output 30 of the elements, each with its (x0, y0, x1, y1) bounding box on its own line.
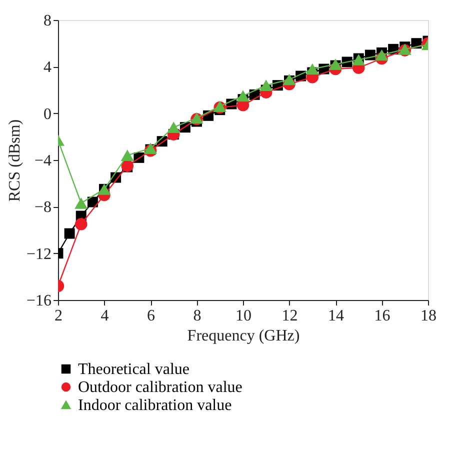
point (167, 122, 180, 133)
point (375, 49, 388, 61)
y-tick-label: 8 (44, 12, 52, 30)
point (75, 218, 88, 230)
x-tick-label: 12 (282, 308, 298, 324)
y-tick-label: −16 (26, 292, 52, 310)
legend-label: Indoor calibration value (78, 397, 232, 414)
legend-label: Outdoor calibration value (78, 379, 242, 396)
point (74, 198, 88, 209)
point (306, 63, 319, 75)
y-axis-title: RCS (dBsm) (6, 119, 24, 202)
y-tick-label: −8 (34, 199, 52, 216)
x-tick-label: 10 (236, 308, 252, 324)
x-tick-label: 16 (374, 308, 390, 324)
y-tick-label: −12 (26, 246, 52, 263)
x-tick-label: 2 (54, 308, 62, 324)
point (64, 228, 75, 239)
point (260, 80, 273, 91)
point (120, 150, 134, 161)
y-tick-label: −4 (34, 152, 52, 170)
x-tick-label: 6 (147, 308, 155, 324)
y-tick-label: 4 (44, 59, 52, 76)
x-tick-label: 14 (328, 308, 344, 324)
x-tick-label: 18 (420, 308, 436, 324)
legend-label: Theoretical value (78, 361, 190, 378)
y-tick-label: 0 (44, 106, 52, 123)
point (236, 90, 250, 102)
x-tick-label: 4 (100, 308, 109, 324)
x-tick-label: 8 (193, 308, 202, 324)
x-axis-title: Frequency (GHz) (187, 328, 300, 344)
